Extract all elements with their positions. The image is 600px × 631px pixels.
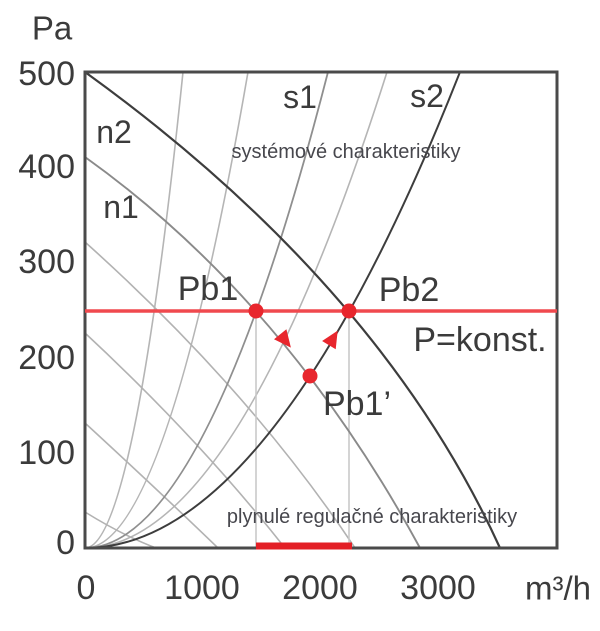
y-tick-100: 100 — [18, 434, 75, 472]
label-s2: s2 — [410, 78, 444, 114]
arrow-pb1-to-pb1p — [274, 329, 291, 348]
operating-point-pb2 — [341, 303, 357, 319]
system-curve-unlabeled-3 — [84, 71, 388, 549]
system-curve-unlabeled-1 — [84, 71, 184, 549]
fan-curve-unlabeled-4 — [84, 332, 286, 549]
system-curve-unlabeled-2 — [84, 71, 249, 549]
label-s1: s1 — [283, 79, 317, 115]
label-pb2: Pb2 — [378, 271, 440, 309]
y-tick-400: 400 — [18, 148, 75, 186]
label-n1: n1 — [103, 189, 139, 225]
annotation-regulation-characteristics: plynulé regulačné charakteristiky — [226, 506, 518, 528]
operating-point-pb1p — [302, 368, 318, 384]
y-tick-500: 500 — [18, 55, 75, 93]
x-axis-unit: m³/h — [525, 569, 591, 607]
system-curve-s1 — [84, 71, 329, 549]
y-axis-unit: Pa — [31, 9, 73, 47]
fan-curve-n2 — [84, 71, 502, 549]
fan-curve-unlabeled-3 — [84, 241, 356, 549]
y-tick-200: 200 — [18, 339, 75, 377]
system-curve-s2 — [84, 71, 461, 549]
x-tick-1000: 1000 — [164, 569, 240, 607]
x-tick-3000: 3000 — [400, 569, 476, 607]
label-n2: n2 — [96, 114, 132, 150]
y-tick-0: 0 — [56, 524, 75, 562]
arrow-pb1p-to-pb2 — [322, 330, 338, 350]
annotation-constant-pressure: P=konst. — [413, 321, 547, 359]
annotation-system-characteristics: systémové charakteristiky — [231, 141, 461, 163]
label-pb1: Pb1 — [177, 270, 239, 308]
fan-curve-n1 — [84, 156, 421, 549]
y-tick-300: 300 — [18, 243, 75, 281]
x-tick-2000: 2000 — [282, 569, 358, 607]
label-pb1-prime: Pb1’ — [322, 385, 392, 423]
fan-curve-unlabeled-5 — [84, 422, 219, 549]
x-tick-0: 0 — [76, 569, 96, 607]
operating-point-pb1 — [248, 303, 264, 319]
fan-curve-unlabeled-6 — [84, 511, 157, 549]
